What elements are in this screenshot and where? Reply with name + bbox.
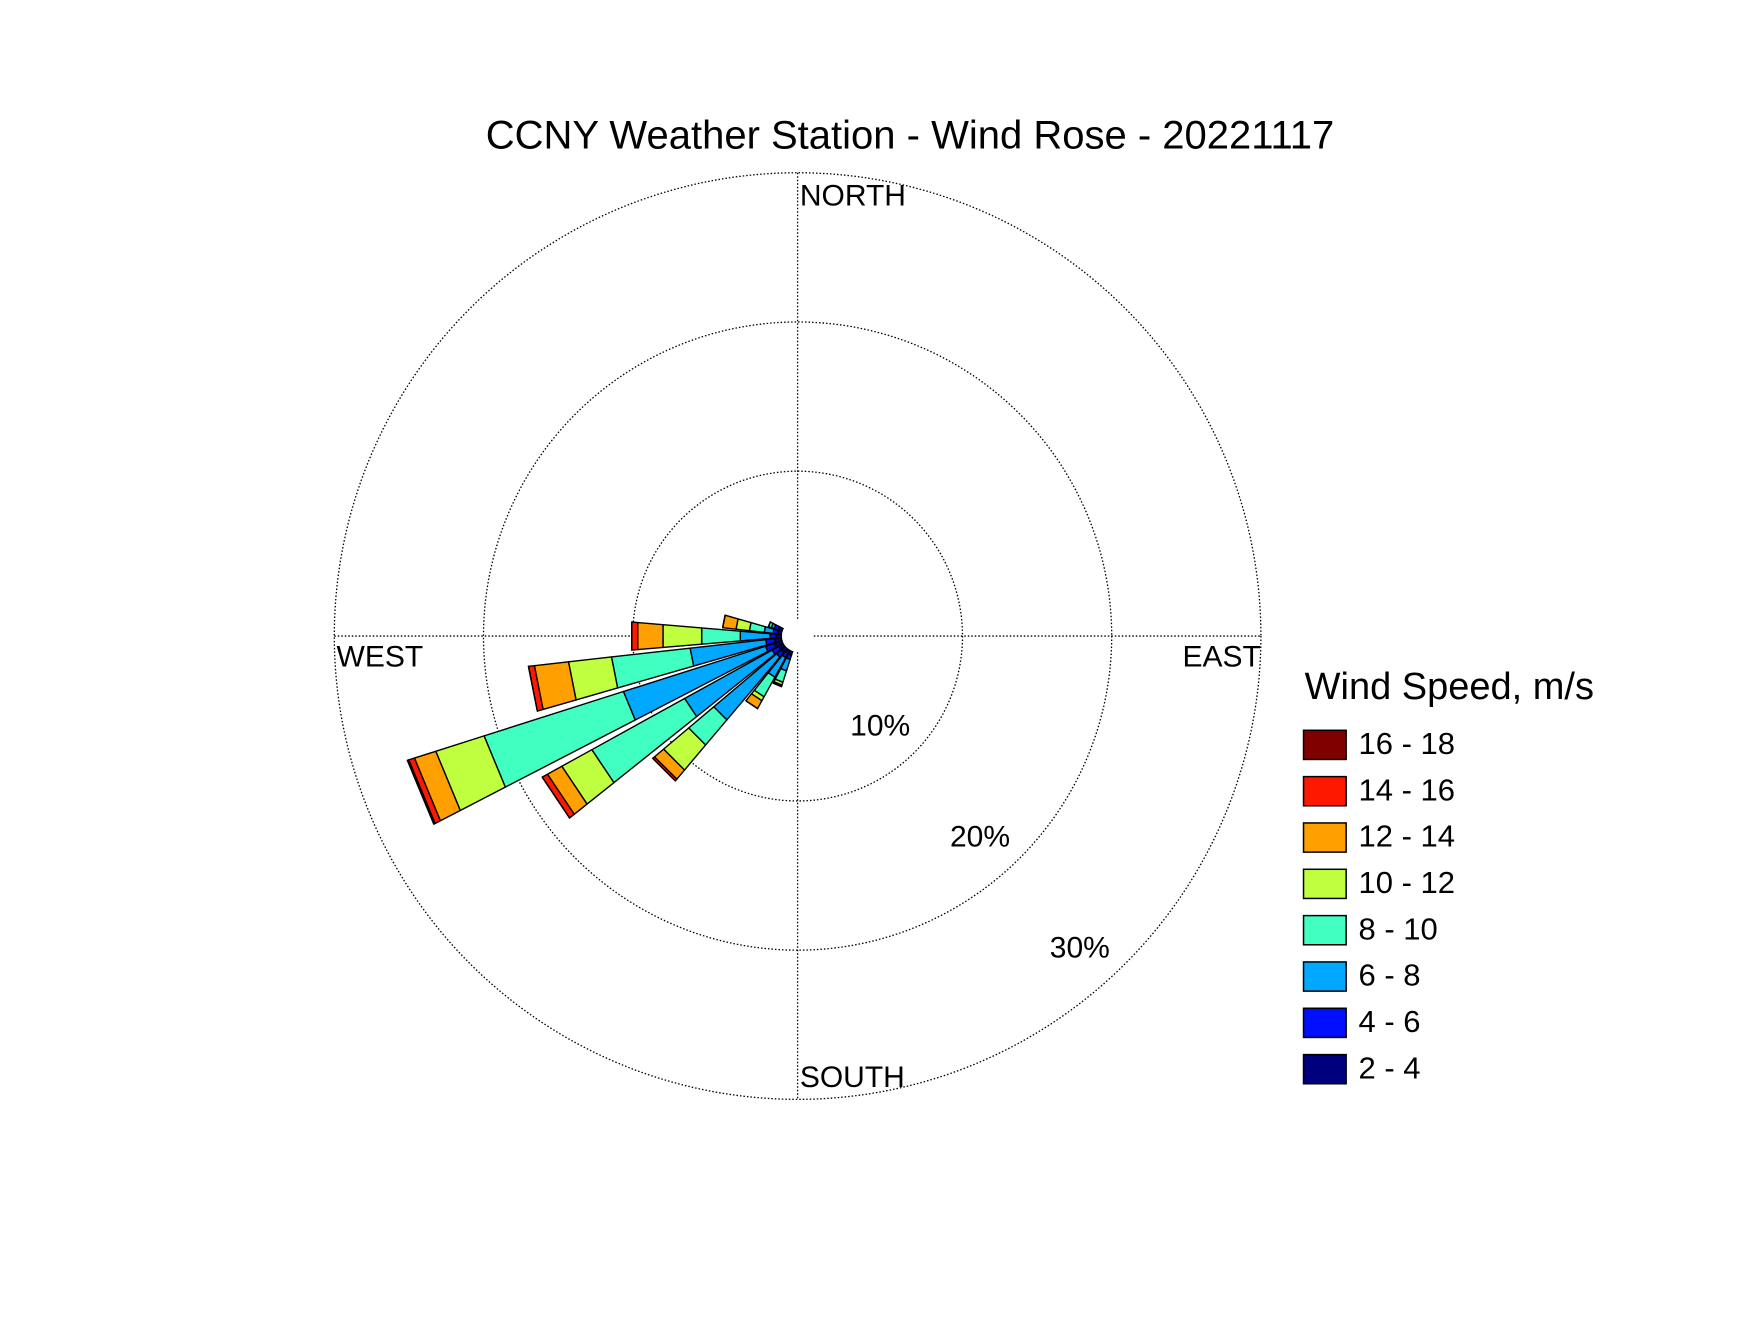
legend-swatch bbox=[1302, 961, 1347, 992]
legend-swatch bbox=[1302, 1053, 1347, 1085]
wedge-segment bbox=[637, 621, 664, 651]
wedge-segment bbox=[662, 623, 703, 649]
r-tick-label: 20% bbox=[950, 821, 1010, 854]
legend-title: Wind Speed, m/s bbox=[1305, 666, 1594, 708]
compass-label: NORTH bbox=[800, 179, 906, 212]
legend-swatch bbox=[1302, 775, 1347, 807]
legend-label: 4 - 6 bbox=[1358, 1004, 1420, 1039]
wedge-segment bbox=[745, 700, 759, 710]
legend-label: 10 - 12 bbox=[1358, 865, 1455, 900]
legend-swatch bbox=[1302, 1007, 1347, 1039]
legend-swatch bbox=[1302, 729, 1347, 761]
legend-swatch bbox=[1302, 914, 1347, 946]
legend-label: 14 - 16 bbox=[1358, 772, 1455, 807]
legend-label: 2 - 4 bbox=[1358, 1050, 1420, 1085]
wedge-segment bbox=[769, 633, 777, 640]
compass-label: WEST bbox=[337, 640, 424, 673]
legend-label: 12 - 14 bbox=[1358, 819, 1455, 854]
wedge-segment bbox=[767, 621, 772, 628]
chart-title: CCNY Weather Station - Wind Rose - 20221… bbox=[486, 114, 1335, 158]
legend-label: 6 - 8 bbox=[1358, 958, 1420, 993]
wedge-segment bbox=[721, 614, 726, 629]
legend-label: 16 - 18 bbox=[1358, 726, 1455, 761]
wedge-segment bbox=[748, 621, 766, 633]
compass-label: EAST bbox=[1183, 640, 1261, 673]
wedge-segment bbox=[567, 656, 619, 701]
wedge-segment bbox=[700, 627, 742, 645]
legend-swatch bbox=[1302, 868, 1347, 900]
legend-swatch bbox=[1302, 822, 1347, 853]
legend-label: 8 - 10 bbox=[1358, 911, 1437, 946]
wedges bbox=[406, 614, 794, 825]
wedge-segment bbox=[541, 776, 571, 819]
wedge-segment bbox=[631, 621, 639, 651]
grid-ring bbox=[333, 172, 1262, 1101]
r-tick-label: 10% bbox=[850, 710, 910, 743]
center-hole bbox=[781, 620, 814, 652]
compass-label: SOUTH bbox=[800, 1061, 905, 1094]
grid-ring bbox=[632, 470, 964, 802]
wedge-segment bbox=[652, 757, 677, 782]
wedge-segment bbox=[406, 759, 436, 825]
legend: Wind Speed, m/s 2 - 4 4 - 6 6 - 8 8 - 10 10 -… bbox=[1302, 666, 1594, 1085]
r-tick-label: 30% bbox=[1050, 931, 1110, 964]
grid-ring bbox=[482, 321, 1113, 951]
wedge-segment bbox=[527, 665, 539, 712]
wedge-segment bbox=[772, 682, 783, 688]
